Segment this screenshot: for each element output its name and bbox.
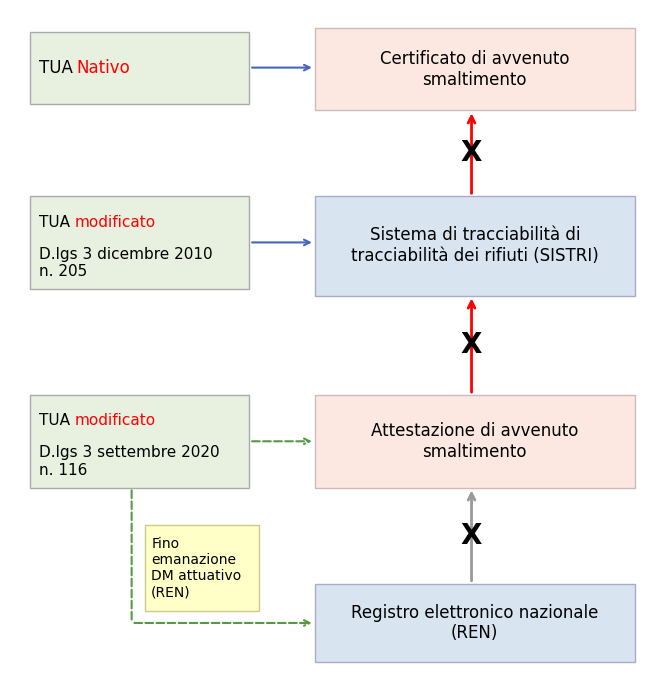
FancyBboxPatch shape: [314, 196, 635, 296]
Text: D.lgs 3 dicembre 2010
n. 205: D.lgs 3 dicembre 2010 n. 205: [39, 246, 213, 279]
Text: TUA: TUA: [39, 414, 75, 428]
Text: Attestazione di avvenuto
smaltimento: Attestazione di avvenuto smaltimento: [371, 422, 579, 461]
FancyBboxPatch shape: [314, 28, 635, 110]
FancyBboxPatch shape: [314, 395, 635, 488]
Text: Registro elettronico nazionale
(REN): Registro elettronico nazionale (REN): [351, 604, 598, 643]
Text: TUA: TUA: [39, 214, 75, 230]
Text: modificato: modificato: [75, 214, 156, 230]
Text: X: X: [461, 522, 482, 550]
FancyBboxPatch shape: [30, 32, 250, 103]
Text: Sistema di tracciabilità di
tracciabilità dei rifiuti (SISTRI): Sistema di tracciabilità di tracciabilit…: [351, 226, 598, 265]
Text: Certificato di avvenuto
smaltimento: Certificato di avvenuto smaltimento: [380, 50, 569, 89]
Text: X: X: [461, 139, 482, 167]
Text: X: X: [461, 331, 482, 359]
FancyBboxPatch shape: [314, 584, 635, 662]
Text: Nativo: Nativo: [77, 58, 130, 76]
Text: D.lgs 3 settembre 2020
n. 116: D.lgs 3 settembre 2020 n. 116: [39, 446, 219, 478]
Text: Fino
emanazione
DM attuativo
(REN): Fino emanazione DM attuativo (REN): [151, 537, 242, 600]
FancyBboxPatch shape: [30, 196, 250, 289]
FancyBboxPatch shape: [30, 395, 250, 488]
Text: TUA: TUA: [39, 58, 78, 76]
Text: modificato: modificato: [75, 414, 156, 428]
FancyBboxPatch shape: [145, 525, 259, 611]
